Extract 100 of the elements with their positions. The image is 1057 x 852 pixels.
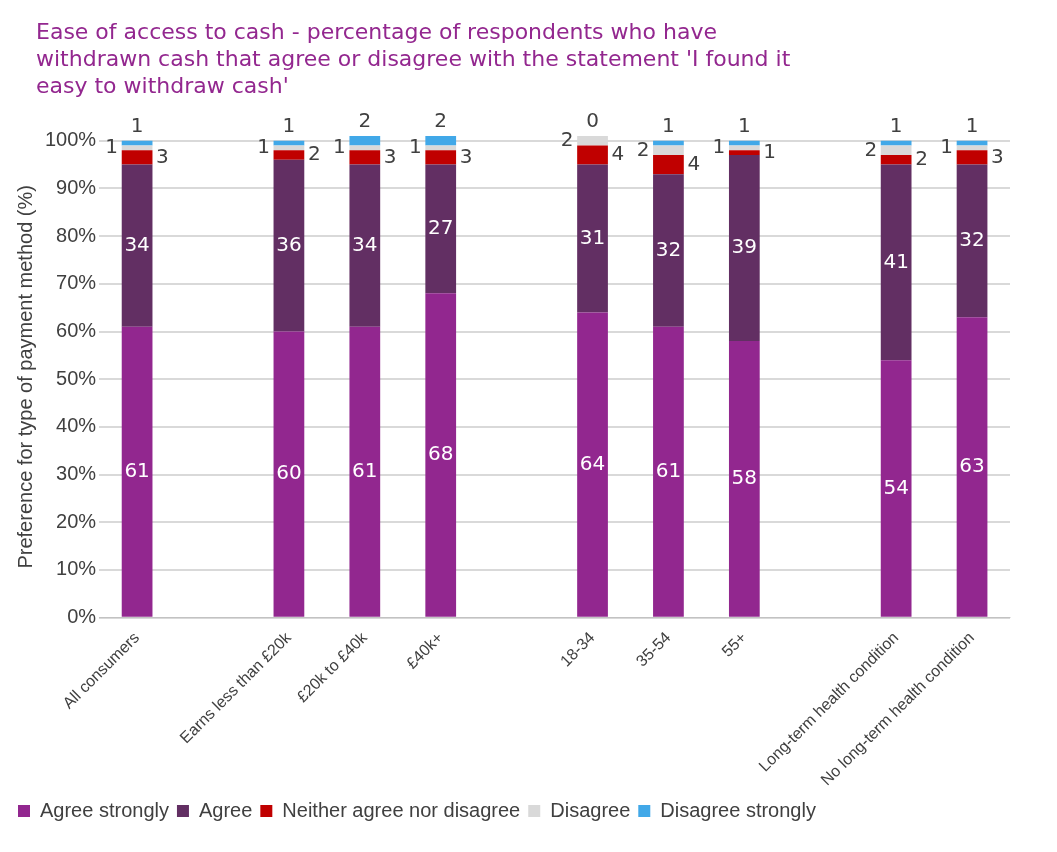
legend-label: Disagree	[550, 798, 631, 821]
data-label: 3	[459, 143, 473, 168]
data-label: 1	[105, 134, 119, 159]
y-axis-title: Preference for type of payment method (%)	[13, 185, 36, 569]
bar	[273, 140, 305, 146]
legend-label: Disagree strongly	[660, 798, 816, 821]
data-label: 4	[687, 150, 701, 175]
bar	[577, 312, 608, 617]
bar	[653, 140, 684, 146]
data-label: 54	[883, 474, 909, 499]
data-label: 27	[427, 215, 454, 240]
data-label: 1	[408, 134, 422, 159]
bar	[425, 150, 457, 165]
data-label: 61	[655, 457, 682, 482]
bar	[728, 140, 760, 146]
y-tick-label: 0%	[67, 605, 97, 628]
data-label: 3	[383, 143, 397, 168]
data-label: 1	[130, 112, 144, 137]
data-label: 1	[662, 112, 675, 137]
y-tick-label: 40%	[56, 414, 97, 437]
bar	[425, 164, 457, 294]
x-tick-label: 55+	[718, 628, 750, 660]
bar	[425, 293, 457, 617]
data-label: 32	[959, 227, 985, 252]
bar	[273, 331, 305, 617]
bar	[273, 159, 305, 332]
bar	[349, 326, 381, 617]
bar	[728, 150, 760, 156]
y-tick-label: 50%	[56, 366, 97, 389]
legend-label: Neither agree nor disagree	[282, 798, 521, 821]
data-label: 68	[427, 441, 454, 466]
bar	[653, 145, 684, 156]
bar	[728, 155, 760, 342]
chart-title: Ease of access to cash - percentage of respondents who have withdrawn cash that agree or disagree with the statement 'I found it easy to withdraw cash'	[36, 18, 792, 99]
data-label: 34	[352, 231, 378, 256]
bar	[880, 140, 912, 146]
data-label: 2	[434, 108, 448, 133]
data-label: 2	[636, 136, 650, 161]
bar	[956, 164, 988, 318]
bar	[121, 326, 153, 617]
y-tick-label: 30%	[56, 462, 97, 485]
bar	[653, 174, 684, 327]
data-label: 1	[737, 112, 751, 137]
data-label: 63	[959, 453, 985, 478]
data-label: 4	[611, 141, 625, 166]
data-label: 2	[915, 146, 928, 171]
data-label: 1	[282, 112, 296, 137]
data-label: 0	[586, 108, 599, 133]
bar	[956, 140, 988, 146]
data-label: 1	[965, 112, 979, 137]
bar	[577, 164, 608, 313]
data-label: 61	[124, 457, 150, 482]
data-label: 3	[991, 143, 1004, 168]
data-label: 36	[276, 231, 302, 256]
data-label: 58	[731, 465, 758, 490]
data-label: 1	[333, 134, 346, 159]
y-tick-label: 80%	[56, 223, 97, 246]
data-label: 2	[560, 126, 574, 151]
bar	[349, 136, 381, 146]
bar	[956, 317, 988, 617]
bar	[273, 150, 305, 160]
data-label: 39	[731, 234, 758, 259]
data-label: 1	[257, 134, 270, 159]
data-label: 64	[579, 450, 606, 475]
data-label: 60	[276, 460, 302, 485]
data-label: 1	[712, 134, 726, 159]
bar	[425, 136, 457, 146]
bar	[121, 164, 153, 327]
bar	[653, 326, 684, 617]
data-label: 2	[307, 141, 321, 166]
legend-label: Agree	[198, 798, 253, 821]
y-tick-label: 70%	[56, 271, 97, 294]
bar	[880, 360, 912, 617]
bar	[880, 164, 912, 361]
bar	[880, 145, 912, 156]
y-tick-label: 60%	[56, 319, 97, 342]
data-label: 1	[940, 134, 954, 159]
data-label: 3	[156, 143, 169, 168]
y-tick-label: 20%	[56, 509, 97, 532]
bar	[349, 164, 381, 327]
y-tick-label: 100%	[45, 128, 97, 151]
bar	[577, 145, 608, 165]
data-label: 41	[883, 248, 909, 273]
bar	[653, 155, 684, 175]
bar	[880, 155, 912, 165]
y-tick-label: 90%	[56, 175, 97, 198]
data-label: 1	[763, 138, 777, 163]
bar	[956, 150, 988, 165]
legend-label: Agree strongly	[40, 798, 169, 821]
data-label: 1	[889, 112, 903, 137]
data-label: 31	[579, 224, 606, 249]
bar	[121, 150, 153, 165]
y-tick-label: 10%	[56, 557, 97, 580]
data-label: 32	[655, 236, 682, 261]
bar	[121, 140, 153, 146]
bar	[728, 341, 760, 617]
bar	[349, 150, 381, 165]
data-label: 34	[124, 231, 150, 256]
data-label: 61	[352, 457, 378, 482]
data-label: 2	[864, 136, 878, 161]
